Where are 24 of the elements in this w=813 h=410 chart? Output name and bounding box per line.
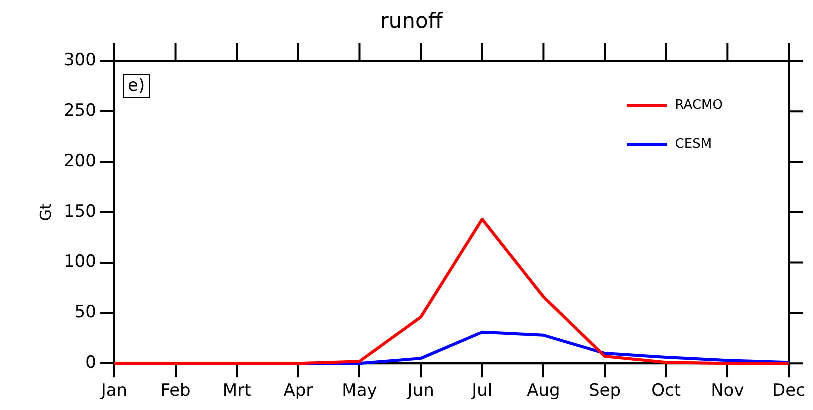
x-tick-label: Dec	[772, 381, 806, 402]
y-tick-label: 150	[64, 202, 96, 222]
annotation: e)	[123, 74, 150, 98]
x-tick-label: Nov	[711, 381, 744, 402]
x-tick-label: Oct	[652, 381, 682, 402]
y-tick-label: 0	[86, 353, 96, 374]
x-tick-label: May	[342, 381, 378, 402]
x-tick-label: Jul	[471, 381, 493, 402]
y-tick-label: 250	[64, 101, 96, 122]
x-tick-label: Jan	[100, 381, 128, 402]
x-tick-label: Sep	[589, 381, 622, 402]
x-tick-label: Jun	[406, 381, 434, 402]
legend-label: CESM	[675, 137, 712, 152]
x-tick-label: Apr	[284, 381, 314, 402]
chart-title: runoff	[380, 9, 444, 34]
y-tick-label: 300	[64, 50, 96, 71]
x-tick-label: Feb	[160, 381, 191, 402]
x-tick-label: Mrt	[222, 381, 252, 402]
legend-label: RACMO	[675, 98, 723, 113]
y-tick-label: 200	[64, 151, 96, 172]
x-tick-label: Aug	[527, 381, 560, 402]
y-tick-label: 50	[74, 302, 96, 323]
y-tick-label: 100	[64, 252, 96, 272]
y-axis-title: Gt	[36, 204, 55, 222]
